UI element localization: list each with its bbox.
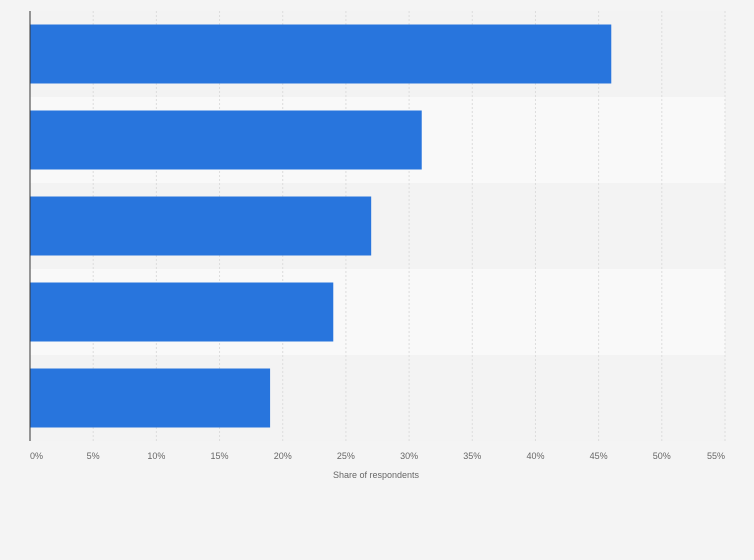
x-tick-label: 5%	[87, 451, 100, 461]
bar[interactable]	[30, 110, 422, 170]
x-tick-label: 25%	[337, 451, 355, 461]
x-tick-label: 15%	[211, 451, 229, 461]
bars	[30, 24, 612, 428]
x-tick-label: 10%	[147, 451, 165, 461]
x-axis-title: Share of respondents	[333, 470, 420, 480]
bar[interactable]	[30, 196, 372, 256]
bar[interactable]	[30, 368, 271, 428]
x-tick-label: 45%	[590, 451, 608, 461]
x-tick-label: 40%	[526, 451, 544, 461]
x-tick-label: 30%	[400, 451, 418, 461]
bar[interactable]	[30, 282, 334, 342]
bar[interactable]	[30, 24, 612, 84]
x-tick-label: 55%	[707, 451, 725, 461]
x-tick-label: 50%	[653, 451, 671, 461]
x-tick-label: 20%	[274, 451, 292, 461]
x-tick-label: 35%	[463, 451, 481, 461]
x-tick-labels: 0% 5% 10% 15% 20% 25% 30% 35% 40% 45% 50% 55%	[30, 451, 725, 461]
x-tick-label: 0%	[30, 451, 43, 461]
